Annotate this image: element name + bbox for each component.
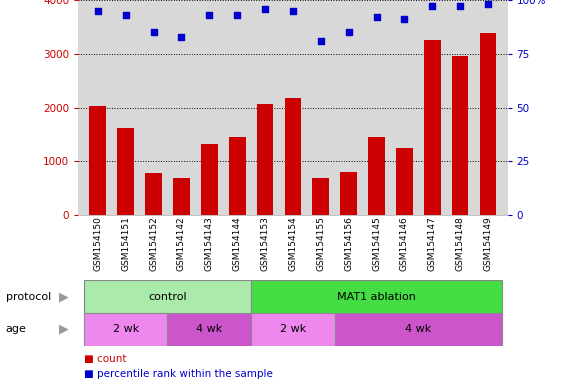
Text: ▶: ▶ [59,290,68,303]
Bar [480,33,496,215]
Bar [340,172,357,215]
Bar [89,106,106,215]
Text: age: age [6,324,27,334]
Point [427,3,437,10]
Point [455,3,465,10]
Text: MAT1 ablation: MAT1 ablation [337,291,416,302]
Text: ■ count: ■ count [84,354,126,364]
Point [233,12,242,18]
Bar [84,313,168,346]
Bar [257,104,273,215]
Point [93,8,103,14]
Bar [201,144,218,215]
Point [344,29,353,35]
Text: 4 wk: 4 wk [196,324,222,334]
Bar [285,98,301,215]
Text: ■ percentile rank within the sample: ■ percentile rank within the sample [84,369,273,379]
Bar [452,56,469,215]
Text: 4 wk: 4 wk [405,324,432,334]
Bar [396,148,413,215]
Bar [251,313,335,346]
Point [483,1,492,7]
Text: protocol: protocol [6,291,51,302]
Point [372,14,381,20]
Text: 2 wk: 2 wk [113,324,139,334]
Bar [117,128,134,215]
Point [400,16,409,22]
Bar [251,280,502,313]
Point [149,29,158,35]
Point [316,38,325,44]
Bar [173,179,190,215]
Bar [229,137,245,215]
Text: ▶: ▶ [59,323,68,336]
Bar [424,40,441,215]
Bar [84,280,251,313]
Bar [335,313,502,346]
Point [260,5,270,12]
Bar [368,137,385,215]
Text: 2 wk: 2 wk [280,324,306,334]
Bar [168,313,251,346]
Text: control: control [148,291,187,302]
Bar [145,172,162,215]
Point [121,12,130,18]
Bar [313,179,329,215]
Point [205,12,214,18]
Point [177,33,186,40]
Point [288,8,298,14]
